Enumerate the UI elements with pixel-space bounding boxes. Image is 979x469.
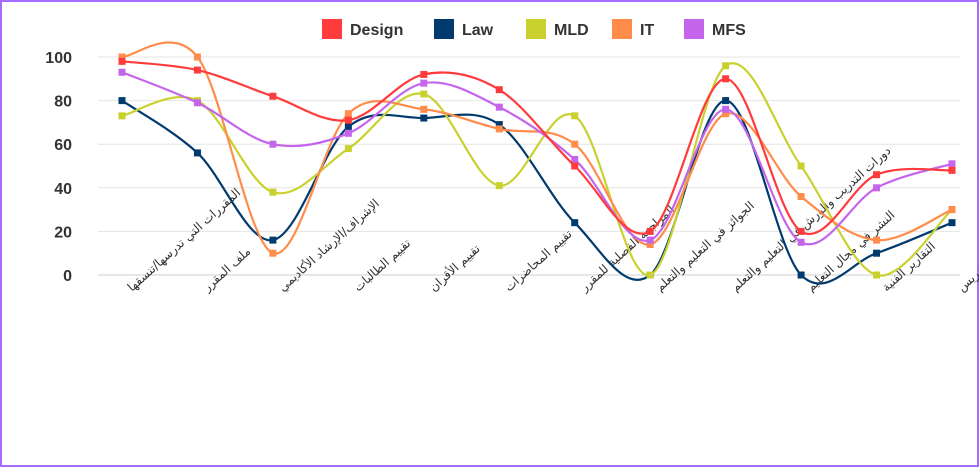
x-tick-label: تقييم المحاضرات bbox=[502, 227, 575, 295]
data-point bbox=[344, 116, 352, 124]
data-point bbox=[193, 53, 201, 61]
data-point bbox=[571, 155, 579, 163]
data-point bbox=[646, 227, 654, 235]
data-point bbox=[571, 112, 579, 120]
data-point bbox=[873, 236, 881, 244]
legend-label: MLD bbox=[554, 22, 589, 39]
x-tick-label: تقييم الأقران bbox=[426, 241, 484, 295]
data-point bbox=[797, 238, 805, 246]
data-point bbox=[722, 97, 730, 105]
y-tick-label: 60 bbox=[54, 137, 72, 154]
data-point bbox=[797, 162, 805, 170]
data-point bbox=[948, 206, 956, 214]
data-point bbox=[118, 68, 126, 76]
data-point bbox=[344, 129, 352, 137]
data-point bbox=[722, 62, 730, 70]
data-point bbox=[495, 86, 503, 94]
data-point bbox=[797, 271, 805, 279]
data-point bbox=[495, 121, 503, 129]
y-axis-ticks: 0 20 40 60 80 100 bbox=[45, 50, 72, 285]
data-point bbox=[420, 105, 428, 113]
data-point bbox=[873, 171, 881, 179]
data-point bbox=[797, 193, 805, 201]
y-tick-label: 100 bbox=[45, 50, 72, 67]
data-point bbox=[948, 219, 956, 227]
y-tick-label: 40 bbox=[54, 181, 72, 198]
data-point bbox=[873, 249, 881, 257]
data-point bbox=[571, 162, 579, 170]
legend-item-law: Law bbox=[434, 19, 494, 39]
legend-item-design: Design bbox=[322, 19, 403, 39]
data-point bbox=[495, 103, 503, 111]
x-tick-label: تقييم الطالبات bbox=[351, 236, 413, 294]
data-point bbox=[571, 140, 579, 148]
legend-item-it: IT bbox=[612, 19, 654, 39]
data-point bbox=[269, 249, 277, 257]
data-point bbox=[571, 219, 579, 227]
data-point bbox=[722, 75, 730, 83]
data-point bbox=[495, 125, 503, 133]
grid-lines bbox=[98, 56, 960, 276]
data-point bbox=[420, 79, 428, 87]
legend-label: MFS bbox=[712, 22, 746, 39]
data-point bbox=[646, 271, 654, 279]
data-point bbox=[193, 99, 201, 107]
data-point bbox=[118, 97, 126, 105]
data-point bbox=[420, 70, 428, 78]
data-point bbox=[948, 160, 956, 168]
data-point bbox=[269, 236, 277, 244]
y-tick-label: 20 bbox=[54, 224, 72, 241]
data-point bbox=[269, 92, 277, 100]
x-tick-label: ربط البحث العلمي بالتدريس bbox=[955, 189, 979, 295]
legend-swatch bbox=[612, 19, 632, 39]
data-point bbox=[269, 188, 277, 196]
y-tick-label: 80 bbox=[54, 94, 72, 111]
data-point bbox=[344, 110, 352, 118]
series-mfs bbox=[118, 68, 956, 246]
data-point bbox=[269, 140, 277, 148]
series-group bbox=[118, 41, 956, 285]
legend: Design Law MLD IT MFS bbox=[322, 19, 746, 39]
data-point bbox=[344, 123, 352, 131]
series-design bbox=[118, 57, 956, 235]
data-point bbox=[873, 184, 881, 192]
x-tick-label: التقارير الفنية bbox=[879, 239, 939, 295]
data-point bbox=[646, 236, 654, 244]
legend-swatch bbox=[684, 19, 704, 39]
data-point bbox=[118, 57, 126, 65]
legend-label: Design bbox=[350, 22, 403, 39]
legend-item-mfs: MFS bbox=[684, 19, 746, 39]
data-point bbox=[646, 240, 654, 248]
data-point bbox=[722, 110, 730, 118]
data-point bbox=[495, 182, 503, 190]
data-point bbox=[118, 112, 126, 120]
data-point bbox=[344, 145, 352, 153]
data-point bbox=[193, 66, 201, 74]
data-point bbox=[193, 149, 201, 157]
data-point bbox=[722, 105, 730, 113]
legend-swatch bbox=[322, 19, 342, 39]
series-it bbox=[118, 41, 956, 257]
data-point bbox=[118, 53, 126, 61]
legend-label: Law bbox=[462, 22, 494, 39]
y-tick-label: 0 bbox=[63, 268, 72, 285]
data-point bbox=[873, 271, 881, 279]
data-point bbox=[420, 90, 428, 98]
data-point bbox=[948, 166, 956, 174]
legend-label: IT bbox=[640, 22, 654, 39]
x-tick-label: ملف المقرر bbox=[199, 244, 254, 295]
data-point bbox=[797, 227, 805, 235]
legend-item-mld: MLD bbox=[526, 19, 589, 39]
data-point bbox=[420, 114, 428, 122]
series-law bbox=[118, 97, 956, 285]
legend-swatch bbox=[526, 19, 546, 39]
legend-swatch bbox=[434, 19, 454, 39]
